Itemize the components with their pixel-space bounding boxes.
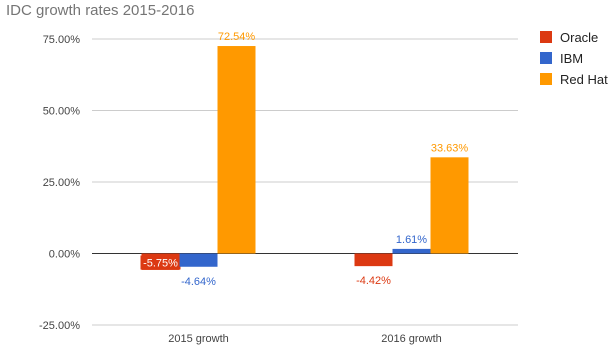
data-label: -4.42% bbox=[356, 275, 391, 287]
bar-ibm bbox=[179, 253, 218, 267]
y-tick-label: -25.00% bbox=[39, 320, 80, 332]
bar-red-hat bbox=[217, 46, 256, 254]
data-label: -5.75% bbox=[143, 258, 178, 270]
data-label: 1.61% bbox=[396, 234, 427, 246]
y-tick-label: 25.00% bbox=[43, 177, 81, 189]
bar-red-hat bbox=[430, 157, 469, 254]
legend-label: Oracle bbox=[560, 30, 598, 45]
data-label-bg bbox=[140, 255, 181, 270]
data-label: -4.64% bbox=[181, 276, 216, 288]
data-label: 72.54% bbox=[218, 31, 256, 43]
legend-label: IBM bbox=[560, 51, 583, 66]
chart-title: IDC growth rates 2015-2016 bbox=[6, 2, 195, 19]
x-tick-label: 2015 growth bbox=[168, 333, 229, 345]
x-tick-label: 2016 growth bbox=[381, 333, 442, 345]
bar-ibm bbox=[392, 248, 431, 254]
y-tick-label: 0.00% bbox=[49, 249, 80, 261]
legend-swatch bbox=[540, 52, 552, 64]
y-tick-label: 50.00% bbox=[43, 106, 81, 118]
legend-swatch bbox=[540, 31, 552, 43]
bar-oracle bbox=[354, 253, 393, 267]
legend-label: Red Hat bbox=[560, 72, 608, 87]
legend-swatch bbox=[540, 73, 552, 85]
y-tick-label: 75.00% bbox=[43, 34, 81, 46]
data-label: 33.63% bbox=[431, 142, 469, 154]
